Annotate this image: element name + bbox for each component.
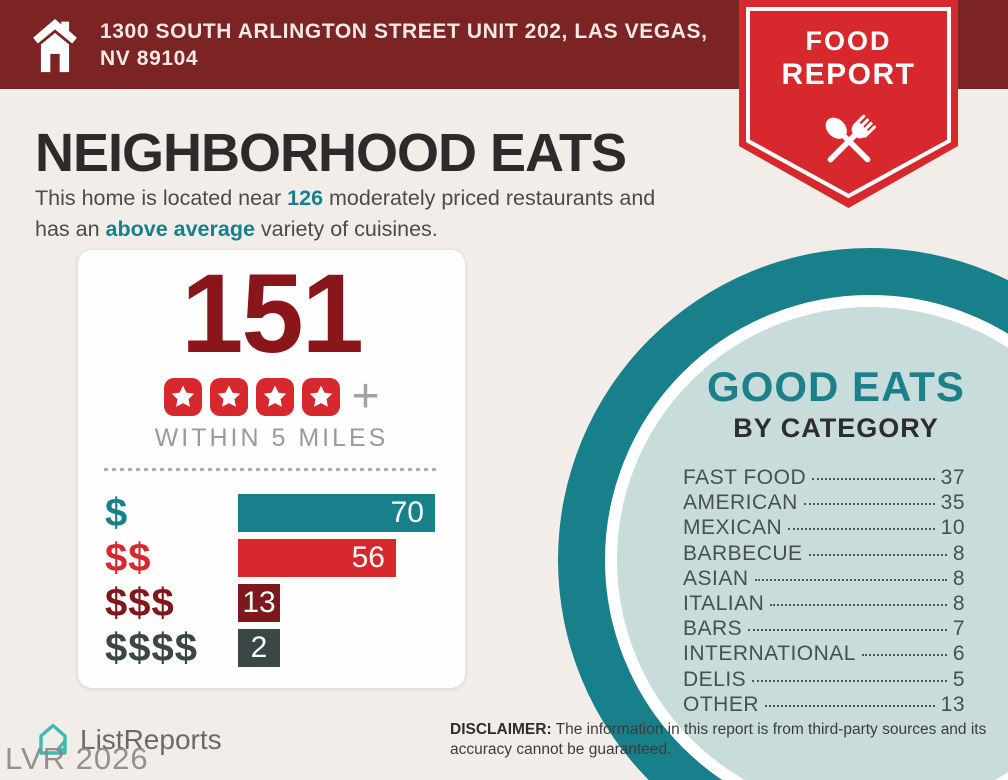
price-tier-label: $ xyxy=(105,490,129,535)
dotted-leader xyxy=(808,553,947,556)
category-value: 6 xyxy=(952,642,965,666)
category-list: FAST FOOD 37 AMERICAN 35 MEXICAN 10 BARBECUE 8 A… xyxy=(683,466,965,718)
category-label: ASIAN xyxy=(683,566,749,590)
dotted-leader xyxy=(788,528,935,531)
star-icon xyxy=(210,378,249,416)
category-label: BARBECUE xyxy=(683,541,803,565)
restaurant-count-highlight: 126 xyxy=(287,186,324,210)
address-line-2: NV 89104 xyxy=(100,46,199,70)
dotted-leader xyxy=(770,603,947,606)
address-line-1: 1300 SOUTH ARLINGTON STREET UNIT 202, LA… xyxy=(100,19,708,43)
category-row: BARS 7 xyxy=(683,617,965,642)
price-tier-row: $70 xyxy=(105,491,465,535)
pennant-shape xyxy=(739,0,958,208)
badge-line-2: REPORT xyxy=(781,58,916,91)
category-row: AMERICAN 35 xyxy=(683,491,965,516)
price-tier-row: $$$ 13 xyxy=(105,581,465,625)
category-value: 8 xyxy=(952,591,965,615)
price-tier-bar: 13 xyxy=(238,584,280,622)
radius-label: WITHIN 5 MILES xyxy=(154,424,389,452)
listreports-brand-name: ListReports xyxy=(80,724,222,755)
dotted-divider xyxy=(104,468,439,471)
category-row: DELIS 5 xyxy=(683,668,965,693)
above-average-highlight: above average xyxy=(105,217,255,241)
category-label: OTHER xyxy=(683,692,759,716)
star-icon xyxy=(164,378,203,416)
category-value: 7 xyxy=(952,617,965,641)
dotted-leader xyxy=(752,679,947,682)
price-tier-label: $$$ xyxy=(105,580,175,625)
category-label: ITALIAN xyxy=(683,591,765,615)
category-row: ASIAN 8 xyxy=(683,567,965,592)
disclaimer-label: DISCLAIMER: xyxy=(450,721,552,738)
price-tier-bar: 2 xyxy=(238,629,280,667)
price-tier-row: $$ 56 xyxy=(105,536,465,580)
dotted-leader xyxy=(748,629,947,632)
category-value: 8 xyxy=(952,566,965,590)
category-label: MEXICAN xyxy=(683,516,783,540)
badge-line-1: FOOD xyxy=(805,26,892,56)
star-rating: + xyxy=(78,370,465,423)
category-value: 5 xyxy=(952,667,965,691)
stats-card: 151 + WITHIN 5 MILES $70 $$ 56 $$$ 13 $$$$ 2 xyxy=(78,250,465,688)
category-label: FAST FOOD xyxy=(683,466,807,489)
badge-inner: FOOD REPORT xyxy=(739,26,958,187)
spoon-fork-icon xyxy=(825,114,876,163)
category-label: DELIS xyxy=(683,667,747,691)
intro-line1-pre: This home is located near xyxy=(35,186,288,210)
price-tier-bar-chart: $70 $$ 56 $$$ 13 $$$$ 2 xyxy=(78,491,465,670)
property-address: 1300 SOUTH ARLINGTON STREET UNIT 202, LA… xyxy=(100,18,708,72)
category-label: BARS xyxy=(683,617,743,641)
star-icon xyxy=(256,378,295,416)
category-row: INTERNATIONAL 6 xyxy=(683,642,965,667)
dotted-leader xyxy=(754,578,947,581)
intro-line1-post: moderately priced restaurants and xyxy=(323,186,656,210)
plus-sign: + xyxy=(351,370,380,423)
page-title: NEIGHBORHOOD EATS xyxy=(35,123,627,183)
category-row: FAST FOOD 37 xyxy=(683,466,965,491)
category-value: 37 xyxy=(940,466,965,489)
category-label: AMERICAN xyxy=(683,491,798,515)
category-value: 13 xyxy=(940,692,965,716)
price-tier-label: $$$$ xyxy=(105,625,198,670)
category-row: BARBECUE 8 xyxy=(683,542,965,567)
price-tier-row: $$$$ 2 xyxy=(105,626,465,670)
category-label: INTERNATIONAL xyxy=(683,642,856,666)
dotted-leader xyxy=(765,704,935,707)
disclaimer-text: The information in this report is from t… xyxy=(450,721,987,758)
listreports-logo-icon xyxy=(39,723,67,755)
intro-text: This home is located near 126 moderately… xyxy=(35,183,755,245)
category-row: ITALIAN 8 xyxy=(683,592,965,617)
star-icon xyxy=(302,378,341,416)
intro-line2-post: variety of cuisines. xyxy=(254,217,438,241)
food-report-badge: FOOD REPORT xyxy=(739,0,958,208)
category-row: MEXICAN 10 xyxy=(683,516,965,541)
intro-line2-pre: has an xyxy=(35,217,106,241)
disclaimer: DISCLAIMER: The information in this repo… xyxy=(450,720,1002,759)
category-value: 10 xyxy=(940,516,965,540)
listreports-brand: ListReports xyxy=(33,719,222,761)
category-row: OTHER 13 xyxy=(683,693,965,718)
good-eats-title: GOOD EATS xyxy=(707,363,965,410)
lvr-watermark: LVR 2026 xyxy=(5,741,149,776)
good-eats-circle: GOOD EATS BY CATEGORY FAST FOOD 37 AMERICA… xyxy=(605,295,1008,780)
total-restaurant-count: 151 xyxy=(181,251,364,376)
price-tier-bar: 70 xyxy=(238,494,435,532)
dotted-leader xyxy=(812,478,935,480)
price-tier-label: $$ xyxy=(105,535,152,580)
good-eats-subtitle: BY CATEGORY xyxy=(733,413,939,443)
dotted-leader xyxy=(803,503,935,506)
dotted-leader xyxy=(861,654,947,657)
price-tier-bar: 56 xyxy=(238,539,396,577)
category-value: 35 xyxy=(940,491,965,515)
category-value: 8 xyxy=(952,541,965,565)
home-icon xyxy=(33,18,77,72)
good-eats-content: GOOD EATS BY CATEGORY FAST FOOD 37 AMERICA… xyxy=(683,363,965,718)
